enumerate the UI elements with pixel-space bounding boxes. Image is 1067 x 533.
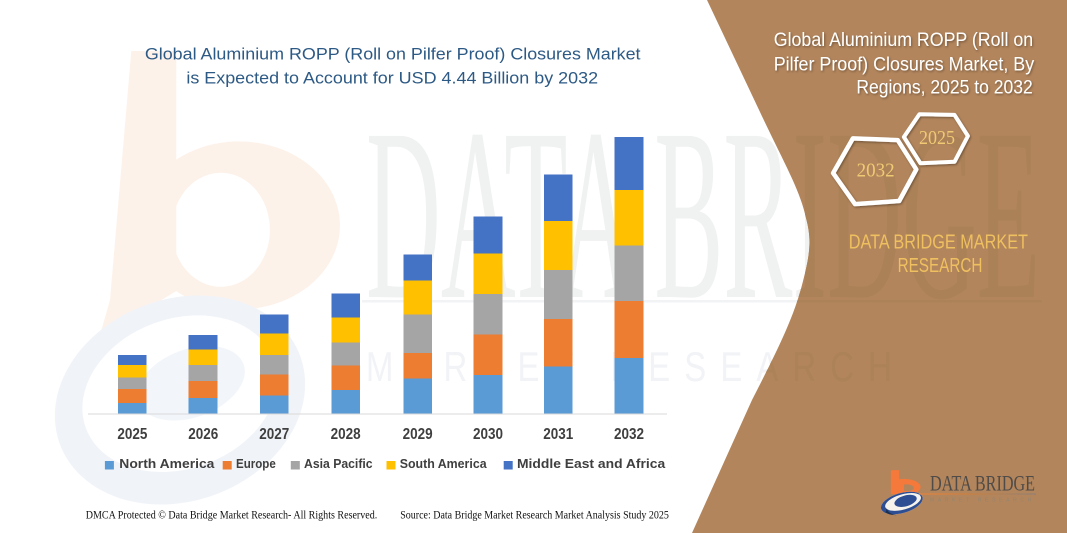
svg-text:2029: 2029 (403, 426, 433, 443)
svg-text:Global Aluminium ROPP (Roll on: Global Aluminium ROPP (Roll on (774, 30, 1033, 51)
svg-text:DATA BRIDGE: DATA BRIDGE (930, 471, 1035, 496)
svg-text:2032: 2032 (857, 160, 895, 182)
svg-text:2030: 2030 (473, 426, 503, 443)
svg-text:RESEARCH: RESEARCH (898, 255, 983, 277)
svg-text:Regions, 2025 to 2032: Regions, 2025 to 2032 (856, 78, 1032, 99)
svg-text:is Expected to Account for USD: is Expected to Account for USD 4.44 Bill… (186, 70, 598, 88)
svg-text:MARKET RESEARCH: MARKET RESEARCH (930, 498, 1035, 504)
svg-text:Asia Pacific: Asia Pacific (304, 456, 373, 471)
svg-text:Europe: Europe (236, 456, 276, 471)
svg-text:Global Aluminium ROPP (Roll on: Global Aluminium ROPP (Roll on Pilfer Pr… (145, 45, 641, 63)
svg-text:Source: Data Bridge Market Res: Source: Data Bridge Market Research Mark… (400, 507, 669, 521)
svg-text:North America: North America (119, 456, 215, 471)
svg-text:2025: 2025 (117, 426, 147, 443)
svg-text:Middle East and Africa: Middle East and Africa (517, 456, 666, 471)
svg-text:2025: 2025 (919, 127, 955, 149)
svg-text:DMCA Protected © Data Bridge M: DMCA Protected © Data Bridge Market Rese… (86, 507, 378, 521)
svg-text:2031: 2031 (543, 426, 573, 443)
svg-text:2028: 2028 (331, 426, 361, 443)
svg-text:2027: 2027 (259, 426, 289, 443)
svg-text:Pilfer Proof) Closures Market,: Pilfer Proof) Closures Market, By (774, 55, 1035, 76)
svg-text:2032: 2032 (614, 426, 644, 443)
svg-text:2026: 2026 (188, 426, 218, 443)
svg-text:South America: South America (400, 456, 488, 471)
svg-text:DATA BRIDGE MARKET: DATA BRIDGE MARKET (849, 232, 1028, 254)
